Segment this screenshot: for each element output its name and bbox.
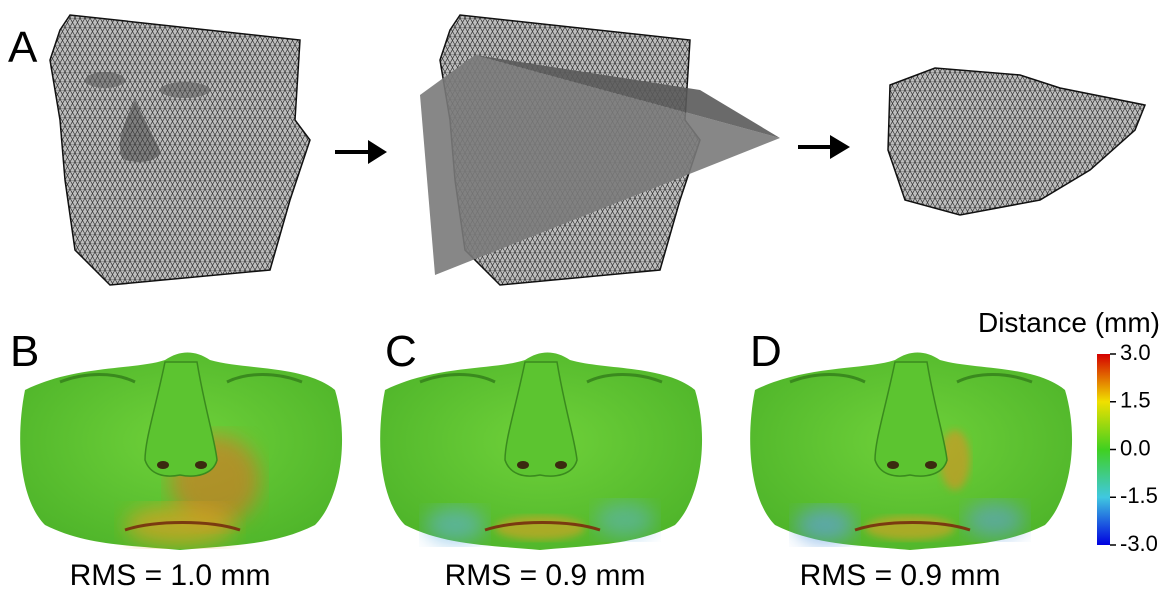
tick-label: -1.5 [1120,483,1158,508]
mesh-face-cropped [888,68,1145,215]
arrow [335,140,387,164]
panel-label: D [750,327,782,376]
tick-label: -3.0 [1120,531,1158,556]
mesh-face [50,15,310,285]
deviation-map [380,353,702,551]
mesh-face-cut [420,15,780,285]
caption: RMS = 0.9 mm [445,559,646,589]
figure: A B RMS = 1.0 mm C RMS = 0.9 mm D [0,0,1167,589]
panel-label: B [10,327,39,376]
tick-label: 0.0 [1120,435,1151,460]
tick-label: 1.5 [1120,388,1151,413]
arrow [798,135,850,159]
caption: RMS = 1.0 mm [70,559,271,589]
deviation-map [750,353,1072,551]
colorbar [1097,354,1110,545]
colorbar-title: Distance (mm) [978,307,1160,338]
colorbar-ticks: 3.0 1.5 0.0 -1.5 -3.0 [1110,340,1158,556]
caption: RMS = 0.9 mm [800,559,1001,589]
panel-label: A [8,23,38,72]
tick-label: 3.0 [1120,340,1151,365]
deviation-map [20,353,342,551]
panel-label: C [385,327,417,376]
